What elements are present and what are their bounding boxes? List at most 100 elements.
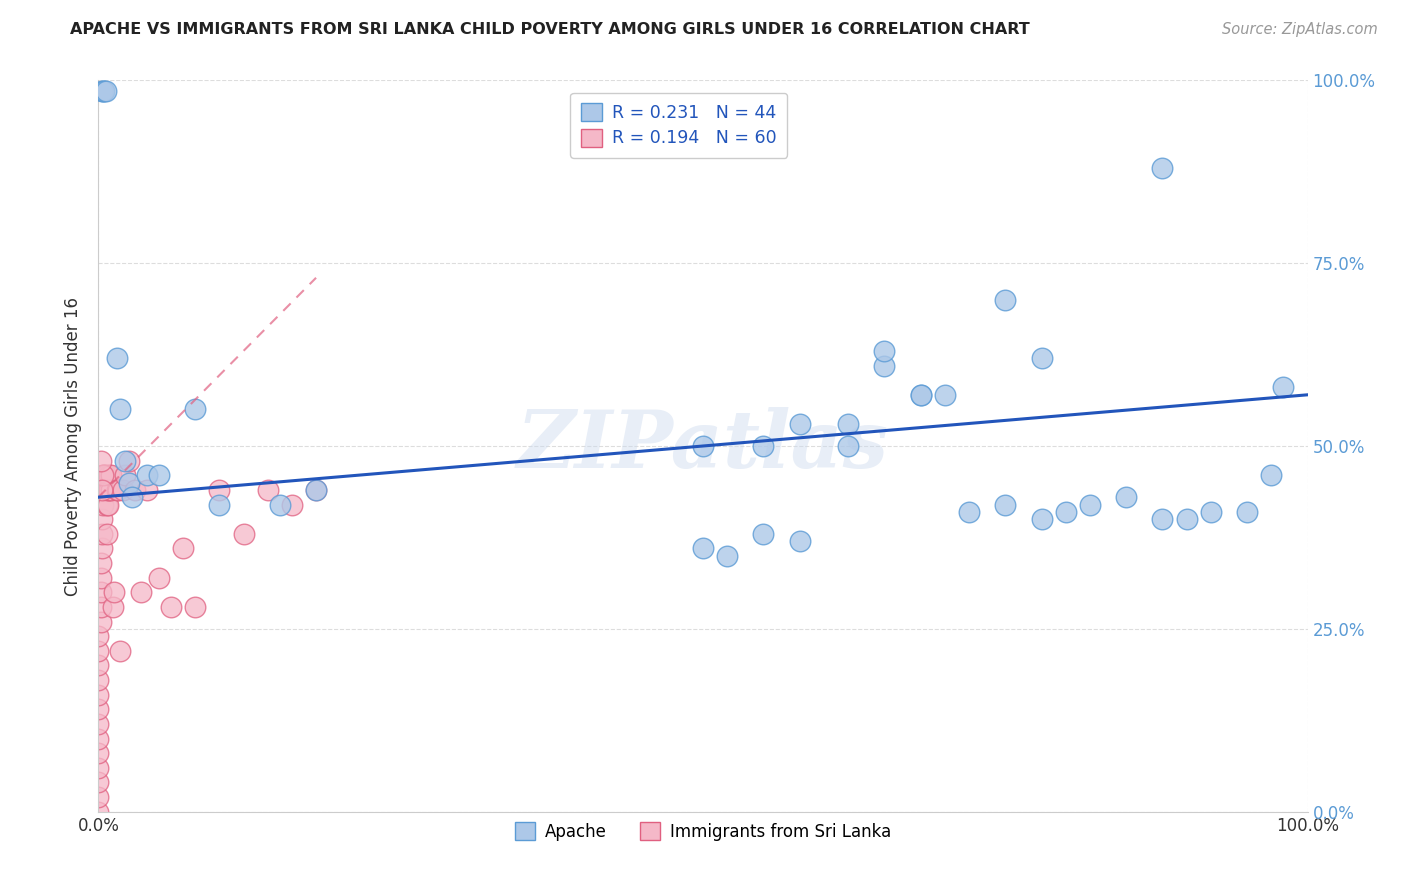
Point bbox=[103, 585, 125, 599]
Point bbox=[91, 541, 114, 556]
Point bbox=[105, 351, 128, 366]
Point bbox=[1272, 380, 1295, 394]
Point bbox=[752, 526, 775, 541]
Point bbox=[107, 483, 129, 497]
Point bbox=[789, 417, 811, 431]
Point bbox=[1031, 351, 1053, 366]
Point bbox=[118, 453, 141, 467]
Point bbox=[111, 483, 134, 497]
Text: Source: ZipAtlas.com: Source: ZipAtlas.com bbox=[1222, 22, 1378, 37]
Point bbox=[87, 775, 110, 789]
Point bbox=[692, 541, 714, 556]
Point bbox=[94, 483, 117, 497]
Point bbox=[114, 453, 136, 467]
Point bbox=[87, 805, 110, 819]
Point bbox=[934, 388, 956, 402]
Point bbox=[90, 585, 112, 599]
Y-axis label: Child Poverty Among Girls Under 16: Child Poverty Among Girls Under 16 bbox=[65, 296, 83, 596]
Point bbox=[172, 541, 194, 556]
Point bbox=[1199, 505, 1222, 519]
Point bbox=[994, 498, 1017, 512]
Point bbox=[108, 644, 131, 658]
Point bbox=[873, 359, 896, 373]
Point bbox=[135, 483, 157, 497]
Point bbox=[91, 84, 114, 98]
Point bbox=[87, 629, 110, 643]
Point bbox=[93, 468, 115, 483]
Point bbox=[232, 526, 254, 541]
Point bbox=[124, 483, 146, 497]
Point bbox=[1054, 505, 1077, 519]
Text: ZIPatlas: ZIPatlas bbox=[517, 408, 889, 484]
Point bbox=[716, 549, 738, 563]
Point bbox=[98, 468, 121, 483]
Point bbox=[184, 599, 207, 614]
Point bbox=[789, 534, 811, 549]
Point bbox=[91, 468, 114, 483]
Point bbox=[97, 498, 120, 512]
Point bbox=[837, 417, 859, 431]
Point bbox=[108, 402, 131, 417]
Point bbox=[269, 498, 291, 512]
Point bbox=[148, 468, 170, 483]
Point bbox=[957, 505, 980, 519]
Point bbox=[90, 556, 112, 570]
Point bbox=[105, 483, 128, 497]
Point bbox=[910, 388, 932, 402]
Point bbox=[93, 483, 115, 497]
Point bbox=[910, 388, 932, 402]
Point bbox=[94, 468, 117, 483]
Point bbox=[87, 746, 110, 760]
Point bbox=[129, 585, 152, 599]
Point bbox=[87, 717, 110, 731]
Point bbox=[873, 343, 896, 358]
Point bbox=[184, 402, 207, 417]
Point bbox=[100, 468, 122, 483]
Point bbox=[87, 688, 110, 702]
Point bbox=[90, 571, 112, 585]
Point bbox=[93, 84, 115, 98]
Point bbox=[1152, 512, 1174, 526]
Point bbox=[305, 483, 328, 497]
Point bbox=[87, 761, 110, 775]
Point bbox=[90, 615, 112, 629]
Point bbox=[135, 468, 157, 483]
Point bbox=[90, 599, 112, 614]
Point bbox=[98, 483, 121, 497]
Point bbox=[91, 512, 114, 526]
Point bbox=[118, 475, 141, 490]
Point bbox=[101, 599, 124, 614]
Point bbox=[90, 453, 112, 467]
Point bbox=[837, 439, 859, 453]
Point bbox=[96, 498, 118, 512]
Point bbox=[91, 483, 114, 497]
Point bbox=[1175, 512, 1198, 526]
Point bbox=[1236, 505, 1258, 519]
Point bbox=[692, 439, 714, 453]
Point bbox=[94, 84, 117, 98]
Point bbox=[1115, 490, 1137, 504]
Point bbox=[87, 702, 110, 716]
Point bbox=[87, 790, 110, 805]
Point bbox=[1152, 161, 1174, 175]
Point bbox=[91, 483, 114, 497]
Point bbox=[121, 490, 143, 504]
Point bbox=[97, 483, 120, 497]
Legend: Apache, Immigrants from Sri Lanka: Apache, Immigrants from Sri Lanka bbox=[508, 816, 898, 847]
Point bbox=[1078, 498, 1101, 512]
Point bbox=[91, 468, 114, 483]
Text: APACHE VS IMMIGRANTS FROM SRI LANKA CHILD POVERTY AMONG GIRLS UNDER 16 CORRELATI: APACHE VS IMMIGRANTS FROM SRI LANKA CHIL… bbox=[70, 22, 1031, 37]
Point bbox=[994, 293, 1017, 307]
Point bbox=[91, 84, 114, 98]
Point bbox=[100, 483, 122, 497]
Point bbox=[752, 439, 775, 453]
Point bbox=[160, 599, 183, 614]
Point bbox=[114, 468, 136, 483]
Point bbox=[281, 498, 304, 512]
Point bbox=[1031, 512, 1053, 526]
Point bbox=[96, 483, 118, 497]
Point bbox=[208, 483, 231, 497]
Point bbox=[87, 658, 110, 673]
Point bbox=[91, 526, 114, 541]
Point bbox=[96, 526, 118, 541]
